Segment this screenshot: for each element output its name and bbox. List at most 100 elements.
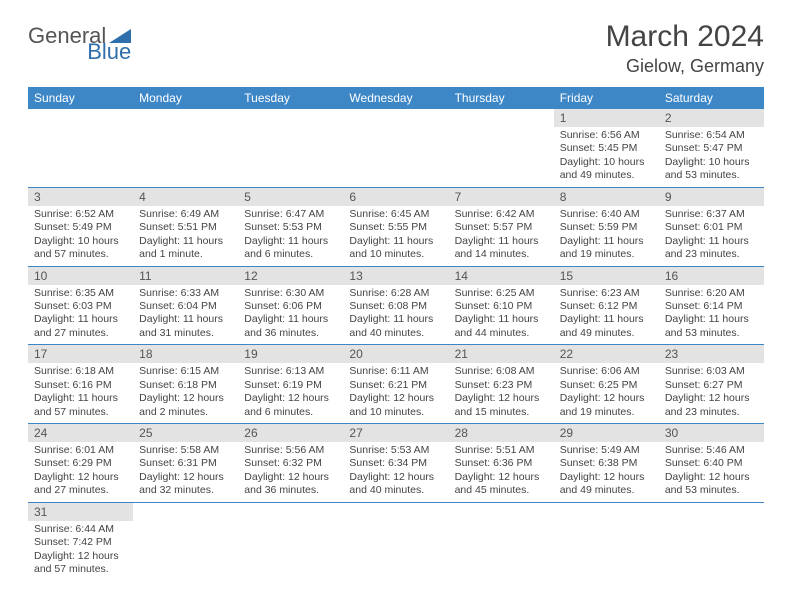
calendar-cell: 14Sunrise: 6:25 AMSunset: 6:10 PMDayligh… — [449, 266, 554, 345]
day-detail-line: Sunrise: 5:51 AM — [455, 444, 548, 457]
day-details: Sunrise: 6:33 AMSunset: 6:04 PMDaylight:… — [133, 285, 238, 345]
day-detail-line: Daylight: 12 hours — [560, 471, 653, 484]
day-detail-line: Daylight: 11 hours — [349, 313, 442, 326]
day-detail-line: Daylight: 10 hours — [560, 156, 653, 169]
month-title: March 2024 — [606, 20, 764, 54]
day-detail-line: Sunset: 6:16 PM — [34, 379, 127, 392]
day-detail-line: and 49 minutes. — [560, 484, 653, 497]
day-detail-line: Sunset: 6:08 PM — [349, 300, 442, 313]
day-detail-line: and 45 minutes. — [455, 484, 548, 497]
day-detail-line: and 36 minutes. — [244, 484, 337, 497]
day-detail-line: Daylight: 10 hours — [34, 235, 127, 248]
calendar-cell: 26Sunrise: 5:56 AMSunset: 6:32 PMDayligh… — [238, 424, 343, 503]
calendar-week-row: 3Sunrise: 6:52 AMSunset: 5:49 PMDaylight… — [28, 187, 764, 266]
weekday-header: Sunday — [28, 87, 133, 109]
day-details: Sunrise: 6:18 AMSunset: 6:16 PMDaylight:… — [28, 363, 133, 423]
day-number: 1 — [554, 109, 659, 127]
day-detail-line: Sunset: 6:10 PM — [455, 300, 548, 313]
calendar-cell — [343, 109, 448, 187]
calendar-cell — [659, 502, 764, 580]
day-details: Sunrise: 6:20 AMSunset: 6:14 PMDaylight:… — [659, 285, 764, 345]
day-detail-line: Daylight: 11 hours — [455, 235, 548, 248]
day-detail-line: Sunrise: 6:35 AM — [34, 287, 127, 300]
calendar-cell: 13Sunrise: 6:28 AMSunset: 6:08 PMDayligh… — [343, 266, 448, 345]
day-detail-line: Daylight: 11 hours — [665, 235, 758, 248]
day-detail-line: Sunrise: 6:01 AM — [34, 444, 127, 457]
day-details: Sunrise: 6:08 AMSunset: 6:23 PMDaylight:… — [449, 363, 554, 423]
calendar-cell: 21Sunrise: 6:08 AMSunset: 6:23 PMDayligh… — [449, 345, 554, 424]
day-details: Sunrise: 6:37 AMSunset: 6:01 PMDaylight:… — [659, 206, 764, 266]
day-detail-line: Sunset: 7:42 PM — [34, 536, 127, 549]
calendar-week-row: 10Sunrise: 6:35 AMSunset: 6:03 PMDayligh… — [28, 266, 764, 345]
day-detail-line: Sunrise: 6:52 AM — [34, 208, 127, 221]
day-details: Sunrise: 6:42 AMSunset: 5:57 PMDaylight:… — [449, 206, 554, 266]
day-number: 24 — [28, 424, 133, 442]
day-detail-line: and 23 minutes. — [665, 406, 758, 419]
day-details: Sunrise: 6:23 AMSunset: 6:12 PMDaylight:… — [554, 285, 659, 345]
calendar-cell: 16Sunrise: 6:20 AMSunset: 6:14 PMDayligh… — [659, 266, 764, 345]
day-number: 30 — [659, 424, 764, 442]
day-detail-line: Sunrise: 5:46 AM — [665, 444, 758, 457]
day-details: Sunrise: 5:58 AMSunset: 6:31 PMDaylight:… — [133, 442, 238, 502]
day-number: 28 — [449, 424, 554, 442]
day-detail-line: Sunrise: 6:44 AM — [34, 523, 127, 536]
calendar-cell: 18Sunrise: 6:15 AMSunset: 6:18 PMDayligh… — [133, 345, 238, 424]
day-detail-line: Daylight: 11 hours — [139, 313, 232, 326]
day-detail-line: and 49 minutes. — [560, 327, 653, 340]
day-detail-line: Sunrise: 6:13 AM — [244, 365, 337, 378]
calendar-cell: 6Sunrise: 6:45 AMSunset: 5:55 PMDaylight… — [343, 187, 448, 266]
day-detail-line: Daylight: 11 hours — [244, 313, 337, 326]
calendar-cell — [133, 502, 238, 580]
day-detail-line: and 14 minutes. — [455, 248, 548, 261]
calendar-cell: 22Sunrise: 6:06 AMSunset: 6:25 PMDayligh… — [554, 345, 659, 424]
day-detail-line: Sunrise: 6:08 AM — [455, 365, 548, 378]
day-number: 7 — [449, 188, 554, 206]
day-details: Sunrise: 6:49 AMSunset: 5:51 PMDaylight:… — [133, 206, 238, 266]
day-detail-line: Sunrise: 6:45 AM — [349, 208, 442, 221]
day-details: Sunrise: 6:01 AMSunset: 6:29 PMDaylight:… — [28, 442, 133, 502]
day-details: Sunrise: 6:45 AMSunset: 5:55 PMDaylight:… — [343, 206, 448, 266]
day-detail-line: Sunrise: 6:56 AM — [560, 129, 653, 142]
day-detail-line: Daylight: 12 hours — [244, 471, 337, 484]
calendar-cell — [449, 502, 554, 580]
day-detail-line: and 53 minutes. — [665, 484, 758, 497]
day-detail-line: Sunset: 6:38 PM — [560, 457, 653, 470]
calendar-cell: 23Sunrise: 6:03 AMSunset: 6:27 PMDayligh… — [659, 345, 764, 424]
calendar-week-row: 24Sunrise: 6:01 AMSunset: 6:29 PMDayligh… — [28, 424, 764, 503]
day-details: Sunrise: 5:53 AMSunset: 6:34 PMDaylight:… — [343, 442, 448, 502]
day-details: Sunrise: 6:28 AMSunset: 6:08 PMDaylight:… — [343, 285, 448, 345]
day-detail-line: and 49 minutes. — [560, 169, 653, 182]
day-detail-line: and 40 minutes. — [349, 484, 442, 497]
day-detail-line: and 57 minutes. — [34, 563, 127, 576]
day-detail-line: Sunrise: 6:23 AM — [560, 287, 653, 300]
day-detail-line: and 6 minutes. — [244, 248, 337, 261]
calendar-cell: 1Sunrise: 6:56 AMSunset: 5:45 PMDaylight… — [554, 109, 659, 187]
day-detail-line: Daylight: 12 hours — [349, 471, 442, 484]
location: Gielow, Germany — [606, 56, 764, 77]
calendar-cell: 27Sunrise: 5:53 AMSunset: 6:34 PMDayligh… — [343, 424, 448, 503]
day-detail-line: Sunrise: 6:20 AM — [665, 287, 758, 300]
calendar-table: Sunday Monday Tuesday Wednesday Thursday… — [28, 87, 764, 581]
day-detail-line: Sunset: 6:29 PM — [34, 457, 127, 470]
day-detail-line: Sunset: 6:31 PM — [139, 457, 232, 470]
day-detail-line: Daylight: 12 hours — [34, 550, 127, 563]
day-number: 27 — [343, 424, 448, 442]
day-number: 9 — [659, 188, 764, 206]
weekday-header: Friday — [554, 87, 659, 109]
day-detail-line: Sunrise: 6:06 AM — [560, 365, 653, 378]
day-detail-line: and 40 minutes. — [349, 327, 442, 340]
day-details: Sunrise: 5:49 AMSunset: 6:38 PMDaylight:… — [554, 442, 659, 502]
day-detail-line: Sunset: 6:21 PM — [349, 379, 442, 392]
day-details: Sunrise: 6:13 AMSunset: 6:19 PMDaylight:… — [238, 363, 343, 423]
weekday-header-row: Sunday Monday Tuesday Wednesday Thursday… — [28, 87, 764, 109]
day-detail-line: Daylight: 12 hours — [455, 392, 548, 405]
day-details: Sunrise: 5:51 AMSunset: 6:36 PMDaylight:… — [449, 442, 554, 502]
day-detail-line: Sunrise: 6:49 AM — [139, 208, 232, 221]
calendar-cell: 17Sunrise: 6:18 AMSunset: 6:16 PMDayligh… — [28, 345, 133, 424]
header: GeneralBlue March 2024 Gielow, Germany — [28, 20, 764, 77]
day-number: 29 — [554, 424, 659, 442]
day-detail-line: Sunrise: 6:42 AM — [455, 208, 548, 221]
day-number: 18 — [133, 345, 238, 363]
calendar-cell: 10Sunrise: 6:35 AMSunset: 6:03 PMDayligh… — [28, 266, 133, 345]
day-details: Sunrise: 6:15 AMSunset: 6:18 PMDaylight:… — [133, 363, 238, 423]
